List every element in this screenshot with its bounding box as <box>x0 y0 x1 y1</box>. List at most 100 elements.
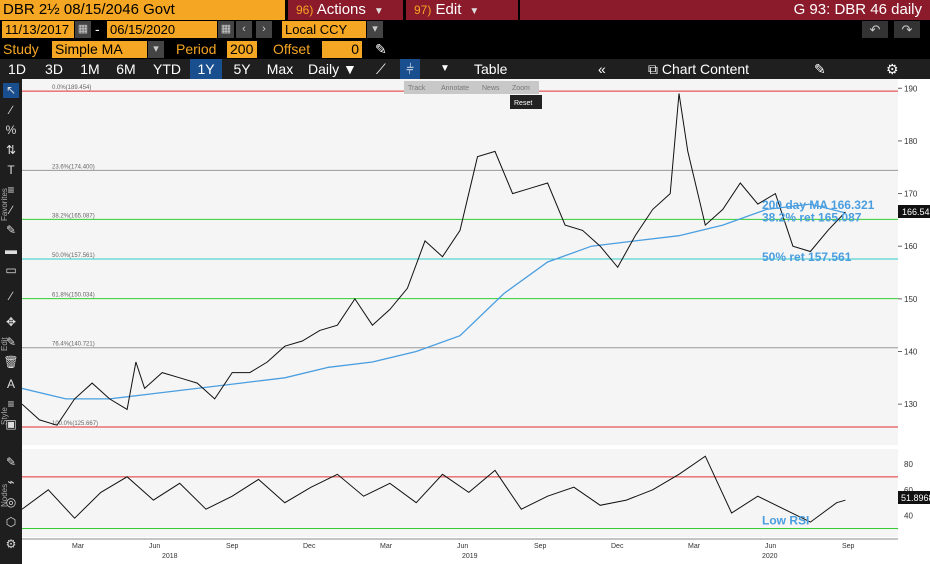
rsi-line <box>22 455 846 523</box>
news-button[interactable]: News <box>482 85 500 92</box>
fib-levels: 0.0%(189.454) 23.6%(174.400) 38.2%(165.087… <box>22 85 898 530</box>
line-style-icon[interactable]: ≡ <box>7 397 15 411</box>
fib-level-label: 23.6%(174.400) <box>52 164 95 170</box>
frequency-select[interactable]: Daily ▼ <box>308 59 357 79</box>
line-tool-icon[interactable]: ∕ <box>9 103 12 117</box>
node-icon[interactable]: ◎ <box>5 495 17 509</box>
annotate-button[interactable]: Annotate <box>441 85 469 92</box>
start-date-field[interactable]: 11/13/2017 <box>2 21 74 38</box>
end-date-field[interactable]: 06/15/2020 <box>107 21 217 38</box>
gear-icon[interactable]: ⚙ <box>886 61 899 77</box>
chart-area[interactable]: 0.0%(189.454) 23.6%(174.400) 38.2%(165.087… <box>22 79 930 564</box>
price-tick-label: 170 <box>904 190 918 199</box>
currency-select[interactable]: Local CCY <box>282 21 366 38</box>
security-field[interactable]: DBR 2½ 08/15/2046 Govt <box>0 0 285 20</box>
cursor-icon[interactable]: ↖ <box>3 83 19 98</box>
actions-num: 96) <box>296 3 314 17</box>
range-max[interactable]: Max <box>266 61 294 77</box>
gear-icon[interactable]: ⚙ <box>5 537 17 551</box>
study-bar: Study Simple MA ▾ Period 200 Offset 0 ✎ <box>0 39 930 59</box>
fib-tool-icon[interactable]: ⇅ <box>5 143 17 157</box>
undo-button[interactable]: ↶ <box>862 21 888 38</box>
favorites-label: Favorites <box>0 188 9 221</box>
bar-chart-icon[interactable]: ⫩ <box>400 59 420 79</box>
channel-tool-icon[interactable]: ≡ <box>7 183 15 197</box>
chart-content-label: Chart Content <box>661 61 750 77</box>
line-tool-icon[interactable]: ∕ <box>9 289 12 303</box>
brush-tool-icon[interactable]: ✎ <box>5 455 17 469</box>
ray-tool-icon[interactable]: ∕ <box>9 203 12 217</box>
drawing-toolbar: ↖ ∕ % ⇅ T ≡ ∕ ✎ ▬ ▭ ∕ ✥ ✎ 🗑 A ≡ ▣ ✎ ⌁ ◎ … <box>0 79 22 564</box>
calendar-icon[interactable]: ▦ <box>75 21 91 38</box>
pencil-icon[interactable]: ✎ <box>5 335 17 349</box>
track-button[interactable]: Track <box>408 85 426 92</box>
month-tick-label: Sep <box>534 543 547 550</box>
reset-button[interactable]: Reset <box>514 100 532 107</box>
actions-menu[interactable]: 96) Actions ▼ <box>288 0 403 20</box>
year-tick-label: 2020 <box>762 553 778 560</box>
month-tick-label: Jun <box>457 543 468 550</box>
calendar-icon[interactable]: ▦ <box>218 21 234 38</box>
pencil-icon[interactable]: ✎ <box>375 41 387 57</box>
range-1m[interactable]: 1M <box>80 61 100 77</box>
month-tick-label: Dec <box>611 543 624 550</box>
range-ytd[interactable]: YTD <box>153 61 181 77</box>
range-5y[interactable]: 5Y <box>233 61 251 77</box>
chart-nodes-icon[interactable]: ⌁ <box>7 475 15 489</box>
range-6m[interactable]: 6M <box>116 61 136 77</box>
zoom-button[interactable]: Zoom <box>512 85 530 92</box>
collapse-icon[interactable]: « <box>598 61 606 77</box>
nodes-label: Nodes <box>0 483 9 507</box>
chevron-down-icon[interactable]: ▾ <box>367 21 383 38</box>
price-chart[interactable]: 0.0%(189.454) 23.6%(174.400) 38.2%(165.087… <box>22 79 930 564</box>
font-tool-icon[interactable]: A <box>6 377 15 391</box>
fill-tool-icon[interactable]: ▣ <box>5 417 17 431</box>
chart-annotation: 200 day MA 166.321 <box>762 198 875 212</box>
offset-field[interactable]: 0 <box>322 41 362 58</box>
fib-level-label: 0.0%(189.454) <box>52 85 91 91</box>
year-tick-label: 2018 <box>162 553 178 560</box>
date-dash: - <box>95 21 100 37</box>
edit-side-label: Edit <box>0 337 9 351</box>
step-forward-icon[interactable]: › <box>256 21 272 38</box>
rsi-tick-label: 60 <box>904 486 913 495</box>
price-tick-label: 180 <box>904 137 918 146</box>
chevron-down-icon[interactable]: ▼ <box>440 63 450 74</box>
chevron-down-icon[interactable]: ▾ <box>148 41 164 58</box>
edit-num: 97) <box>414 3 432 17</box>
table-button[interactable]: Table <box>474 61 508 77</box>
step-back-icon[interactable]: ‹ <box>236 21 252 38</box>
settings-icon[interactable]: ⬡ <box>5 515 17 529</box>
arrow-tool-icon[interactable]: ▭ <box>5 263 17 277</box>
range-3d[interactable]: 3D <box>45 61 63 77</box>
chart-annotation: 50% ret 157.561 <box>762 250 852 264</box>
month-tick-label: Jun <box>765 543 776 550</box>
text-tool-icon[interactable]: T <box>7 163 15 177</box>
line-chart-icon[interactable]: ⟋ <box>376 61 386 77</box>
range-1d[interactable]: 1D <box>8 61 26 77</box>
edit-label: Edit <box>435 1 462 18</box>
trash-icon[interactable]: 🗑 <box>3 355 19 369</box>
redo-button[interactable]: ↷ <box>894 21 920 38</box>
edit-menu[interactable]: 97) Edit ▼ <box>406 0 518 20</box>
percent-tool-icon[interactable]: % <box>5 123 17 137</box>
brush-tool-icon[interactable]: ✎ <box>5 223 17 237</box>
chart-content-button[interactable]: ⧉ Chart Content <box>648 59 749 79</box>
fib-level-label: 100.0%(125.667) <box>52 421 98 427</box>
last-price-label: 166.545 <box>902 207 930 217</box>
shape-tool-icon[interactable]: ▬ <box>5 243 17 257</box>
time-axis: Mar Jun Sep Dec Mar Jun Sep Dec Mar Jun Sep 2018 201… <box>22 538 898 560</box>
chart-icon: ⧉ <box>648 61 658 77</box>
style-label: Style <box>0 407 9 425</box>
study-select[interactable]: Simple MA <box>52 41 147 58</box>
edit-icon[interactable]: ✎ <box>814 61 826 77</box>
period-label: Period <box>176 41 217 57</box>
move-tool-icon[interactable]: ✥ <box>5 315 17 329</box>
period-field[interactable]: 200 <box>227 41 257 58</box>
range-1y[interactable]: 1Y <box>190 59 222 79</box>
month-tick-label: Mar <box>688 543 701 550</box>
price-line <box>22 93 846 426</box>
chevron-down-icon: ▼ <box>343 61 357 77</box>
frequency-label: Daily <box>308 61 340 77</box>
